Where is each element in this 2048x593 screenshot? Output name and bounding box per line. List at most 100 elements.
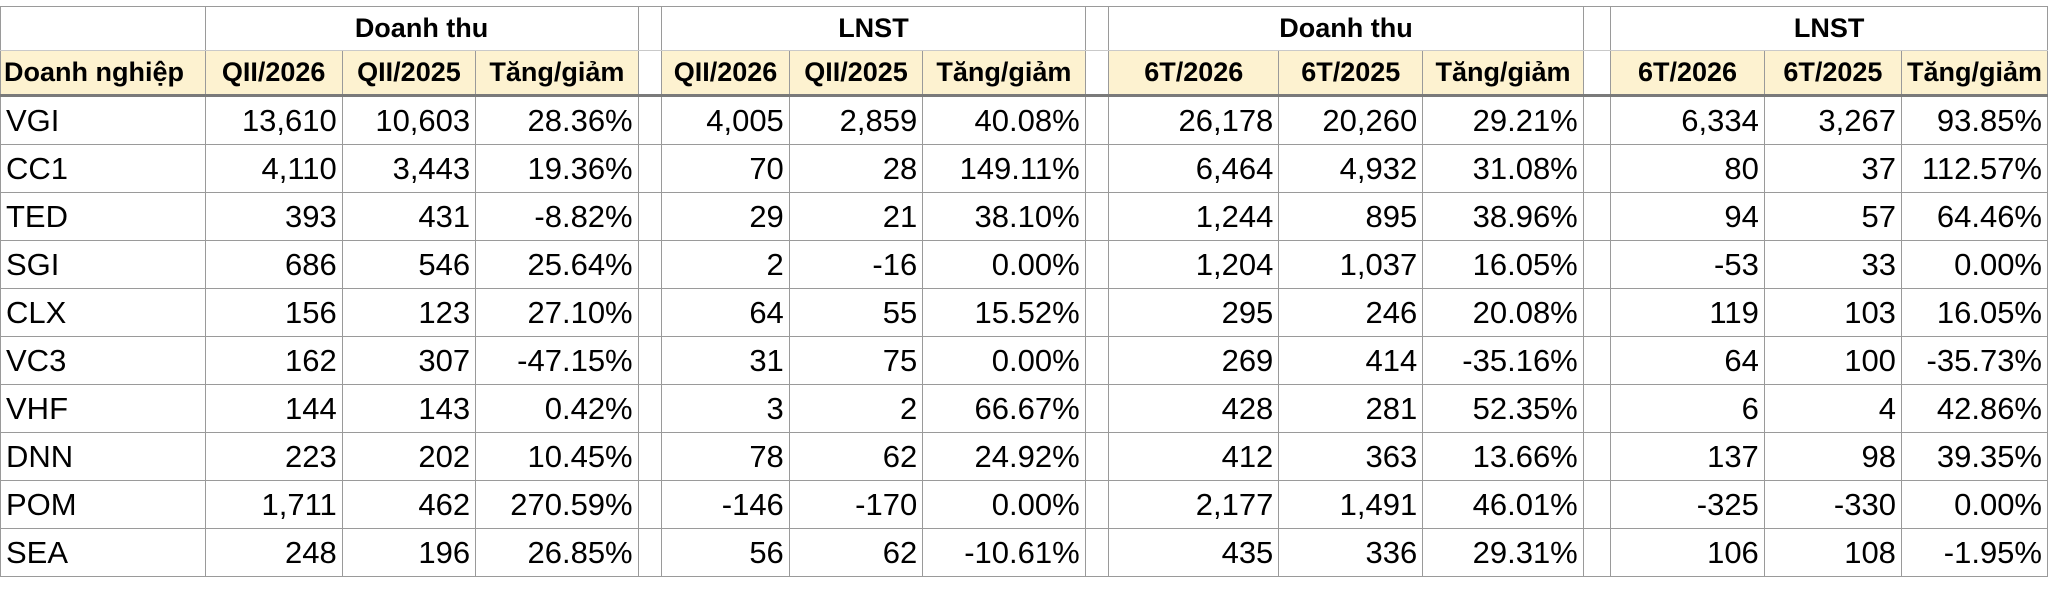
header-h-rev-cur[interactable]: 6T/2026 [1108,50,1280,97]
cell-q-rev-chg[interactable]: 25.64% [475,240,639,289]
header-q-pro-cur[interactable]: QII/2026 [661,50,790,97]
header-q-rev-prev[interactable]: QII/2025 [341,50,477,97]
cell-q-rev-cur[interactable]: 686 [204,240,343,289]
cell-q-pro-cur[interactable]: 70 [661,144,790,193]
header-h-rev-chg[interactable]: Tăng/giảm [1422,50,1584,97]
cell-h-pro-chg[interactable]: 0.00% [1900,480,2048,529]
cell-h-pro-prev[interactable]: 103 [1763,288,1902,337]
cell-h-pro-chg[interactable]: 16.05% [1900,288,2048,337]
cell-q-rev-cur[interactable]: 393 [204,192,343,241]
cell-q-pro-prev[interactable]: 62 [788,528,924,577]
cell-q-rev-chg[interactable]: 26.85% [475,528,639,577]
cell-h-pro-prev[interactable]: 57 [1763,192,1902,241]
cell-q-pro-cur[interactable]: 29 [661,192,790,241]
cell-q-pro-cur[interactable]: 78 [661,432,790,481]
cell-h-rev-chg[interactable]: 29.31% [1422,528,1584,577]
cell-q-rev-prev[interactable]: 202 [341,432,477,481]
cell-h-rev-prev[interactable]: 1,037 [1278,240,1424,289]
cell-h-rev-chg[interactable]: 20.08% [1422,288,1584,337]
cell-h-pro-prev[interactable]: 3,267 [1763,95,1902,145]
header-q-rev-chg[interactable]: Tăng/giảm [475,50,639,97]
cell-q-pro-chg[interactable]: 15.52% [922,288,1086,337]
header-h-pro-chg[interactable]: Tăng/giảm [1900,50,2048,97]
cell-q-rev-chg[interactable]: -47.15% [475,336,639,385]
header-h-pro-prev[interactable]: 6T/2025 [1763,50,1902,97]
cell-company[interactable]: VGI [0,95,206,145]
cell-h-pro-prev[interactable]: 37 [1763,144,1902,193]
cell-q-pro-chg[interactable]: 0.00% [922,336,1086,385]
cell-h-pro-prev[interactable]: 33 [1763,240,1902,289]
cell-company[interactable]: SGI [0,240,206,289]
cell-q-pro-prev[interactable]: 75 [788,336,924,385]
cell-q-pro-chg[interactable]: -10.61% [922,528,1086,577]
cell-q-rev-chg[interactable]: 27.10% [475,288,639,337]
cell-q-rev-prev[interactable]: 3,443 [341,144,477,193]
cell-q-pro-prev[interactable]: 2 [788,384,924,433]
cell-h-rev-cur[interactable]: 1,244 [1108,192,1280,241]
cell-h-rev-prev[interactable]: 4,932 [1278,144,1424,193]
cell-q-pro-cur[interactable]: 4,005 [661,95,790,145]
cell-h-rev-cur[interactable]: 435 [1108,528,1280,577]
cell-company[interactable]: DNN [0,432,206,481]
cell-company[interactable]: VC3 [0,336,206,385]
cell-h-pro-cur[interactable]: -325 [1610,480,1765,529]
cell-q-rev-chg[interactable]: -8.82% [475,192,639,241]
cell-q-rev-cur[interactable]: 223 [204,432,343,481]
cell-h-pro-cur[interactable]: 94 [1610,192,1765,241]
cell-h-rev-prev[interactable]: 20,260 [1278,95,1424,145]
cell-q-pro-chg[interactable]: 66.67% [922,384,1086,433]
cell-h-rev-prev[interactable]: 895 [1278,192,1424,241]
cell-h-pro-cur[interactable]: -53 [1610,240,1765,289]
cell-q-rev-cur[interactable]: 144 [204,384,343,433]
header-h-rev-prev[interactable]: 6T/2025 [1278,50,1424,97]
header-h-pro-cur[interactable]: 6T/2026 [1610,50,1765,97]
cell-q-pro-cur[interactable]: 56 [661,528,790,577]
cell-q-pro-cur[interactable]: 31 [661,336,790,385]
cell-h-rev-chg[interactable]: 13.66% [1422,432,1584,481]
cell-h-pro-cur[interactable]: 119 [1610,288,1765,337]
cell-q-pro-cur[interactable]: 2 [661,240,790,289]
cell-h-pro-prev[interactable]: -330 [1763,480,1902,529]
cell-h-pro-cur[interactable]: 137 [1610,432,1765,481]
cell-q-pro-chg[interactable]: 149.11% [922,144,1086,193]
cell-q-rev-cur[interactable]: 13,610 [204,95,343,145]
cell-q-pro-prev[interactable]: 2,859 [788,95,924,145]
cell-h-pro-chg[interactable]: 0.00% [1900,240,2048,289]
cell-h-pro-chg[interactable]: 93.85% [1900,95,2048,145]
cell-h-rev-cur[interactable]: 6,464 [1108,144,1280,193]
cell-h-rev-prev[interactable]: 246 [1278,288,1424,337]
cell-h-rev-cur[interactable]: 1,204 [1108,240,1280,289]
cell-h-rev-prev[interactable]: 1,491 [1278,480,1424,529]
cell-q-rev-cur[interactable]: 248 [204,528,343,577]
header-q-pro-chg[interactable]: Tăng/giảm [922,50,1086,97]
cell-q-rev-prev[interactable]: 10,603 [341,95,477,145]
cell-h-pro-cur[interactable]: 106 [1610,528,1765,577]
cell-q-pro-prev[interactable]: -16 [788,240,924,289]
cell-h-pro-cur[interactable]: 6,334 [1610,95,1765,145]
cell-q-rev-prev[interactable]: 462 [341,480,477,529]
cell-q-rev-chg[interactable]: 10.45% [475,432,639,481]
cell-h-rev-cur[interactable]: 2,177 [1108,480,1280,529]
cell-q-rev-cur[interactable]: 1,711 [204,480,343,529]
header-company[interactable]: Doanh nghiệp [0,50,206,97]
cell-q-pro-cur[interactable]: 3 [661,384,790,433]
cell-h-rev-cur[interactable]: 269 [1108,336,1280,385]
cell-h-rev-chg[interactable]: 52.35% [1422,384,1584,433]
cell-q-rev-prev[interactable]: 307 [341,336,477,385]
cell-h-pro-cur[interactable]: 6 [1610,384,1765,433]
cell-q-rev-chg[interactable]: 19.36% [475,144,639,193]
cell-q-pro-prev[interactable]: -170 [788,480,924,529]
cell-h-rev-chg[interactable]: -35.16% [1422,336,1584,385]
cell-h-rev-chg[interactable]: 29.21% [1422,95,1584,145]
header-q-pro-prev[interactable]: QII/2025 [788,50,924,97]
cell-h-pro-prev[interactable]: 108 [1763,528,1902,577]
cell-company[interactable]: TED [0,192,206,241]
cell-company[interactable]: SEA [0,528,206,577]
cell-q-pro-chg[interactable]: 38.10% [922,192,1086,241]
cell-q-pro-cur[interactable]: 64 [661,288,790,337]
cell-q-pro-chg[interactable]: 0.00% [922,480,1086,529]
cell-h-pro-cur[interactable]: 80 [1610,144,1765,193]
cell-h-rev-cur[interactable]: 428 [1108,384,1280,433]
cell-q-rev-cur[interactable]: 4,110 [204,144,343,193]
cell-q-rev-prev[interactable]: 143 [341,384,477,433]
